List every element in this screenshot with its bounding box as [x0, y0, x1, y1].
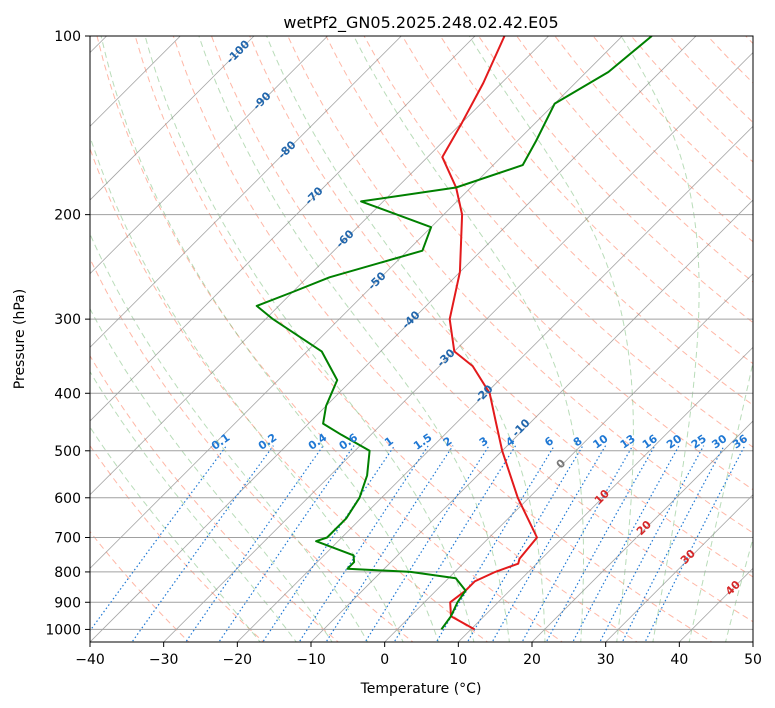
isotherm-line: [605, 494, 753, 642]
x-tick-label: 10: [449, 652, 467, 668]
x-tick-label: 50: [744, 652, 762, 668]
moist-adiabat-line: [90, 232, 369, 642]
mixing-ratio-line: [218, 445, 355, 642]
background-lines: [0, 9, 753, 654]
mixing-ratio-line: [491, 445, 607, 642]
temperature-profile-line: [441, 36, 538, 631]
isotherm-line: [531, 420, 753, 642]
y-tick-label: 500: [54, 444, 81, 460]
dry-adiabat-line: [90, 257, 414, 642]
mixing-ratio-line: [364, 445, 490, 642]
y-tick-label: 200: [54, 208, 81, 224]
mixing-ratio-line: [621, 445, 725, 642]
isotherm-line: [90, 36, 402, 348]
x-tick-label: 30: [597, 652, 615, 668]
x-tick-label: −30: [149, 652, 179, 668]
plot-frame: [89, 35, 754, 643]
dry-adiabat-line: [478, 36, 753, 324]
x-tick-label: −10: [296, 652, 326, 668]
y-tick-label: 400: [54, 386, 81, 402]
mixing-ratio-line: [298, 445, 429, 642]
isotherm-line: [163, 52, 753, 642]
mixing-ratio-line: [521, 445, 634, 642]
axes: −40 −30 −20 −10 0 10 20 30 40 50 100 200 300 400 500 60…: [45, 29, 762, 668]
y-axis-label: Pressure (hPa): [12, 289, 28, 389]
dry-adiabat-line: [287, 36, 753, 534]
isotherm-line: [384, 273, 753, 642]
y-tick-label: 800: [54, 565, 81, 581]
isotherm-line: [90, 36, 550, 496]
y-tick-label: 700: [54, 531, 81, 547]
isotherm-line: [90, 36, 697, 642]
y-tick-label: 600: [54, 491, 81, 507]
mixing-ratio-line: [466, 445, 584, 642]
dry-adiabat-line: [325, 36, 753, 491]
y-tick-label: 1000: [45, 622, 81, 638]
x-tick-label: 20: [523, 652, 541, 668]
mixing-ratio-line: [131, 445, 274, 642]
x-tick-label: −40: [75, 652, 105, 668]
chart-title: wetPf2_GN05.2025.248.02.42.E05: [283, 13, 558, 33]
dewpoint-profile-line: [255, 36, 653, 630]
isotherm-line: [90, 36, 476, 422]
isotherm-line: [457, 346, 753, 642]
y-tick-label: 900: [54, 595, 81, 611]
x-axis-label: Temperature (°C): [360, 681, 482, 697]
isotherm-line: [90, 36, 623, 569]
isotherm-line: [90, 36, 181, 127]
isotherm-line: [310, 199, 753, 642]
isotherm-line: [90, 36, 329, 275]
series-layer: [255, 36, 653, 631]
plot-area: [90, 36, 753, 642]
isotherm-line: [0, 9, 60, 654]
dry-adiabat-line: [249, 36, 753, 578]
dry-adiabat-line: [439, 36, 753, 365]
y-tick-label: 100: [54, 29, 81, 45]
mixing-ratio-line: [185, 445, 324, 642]
dry-adiabat-line: [401, 36, 753, 406]
isotherm-line: [90, 36, 255, 201]
mixing-ratio-line: [393, 445, 517, 642]
mixing-ratio-line: [262, 445, 396, 642]
mixing-ratio-line: [599, 445, 705, 642]
x-tick-label: 40: [670, 652, 688, 668]
dry-adiabat-line: [363, 36, 753, 448]
x-tick-label: 0: [380, 652, 389, 668]
x-tick-label: −20: [223, 652, 253, 668]
y-tick-label: 300: [54, 312, 81, 328]
mixing-ratio-line: [325, 445, 454, 642]
